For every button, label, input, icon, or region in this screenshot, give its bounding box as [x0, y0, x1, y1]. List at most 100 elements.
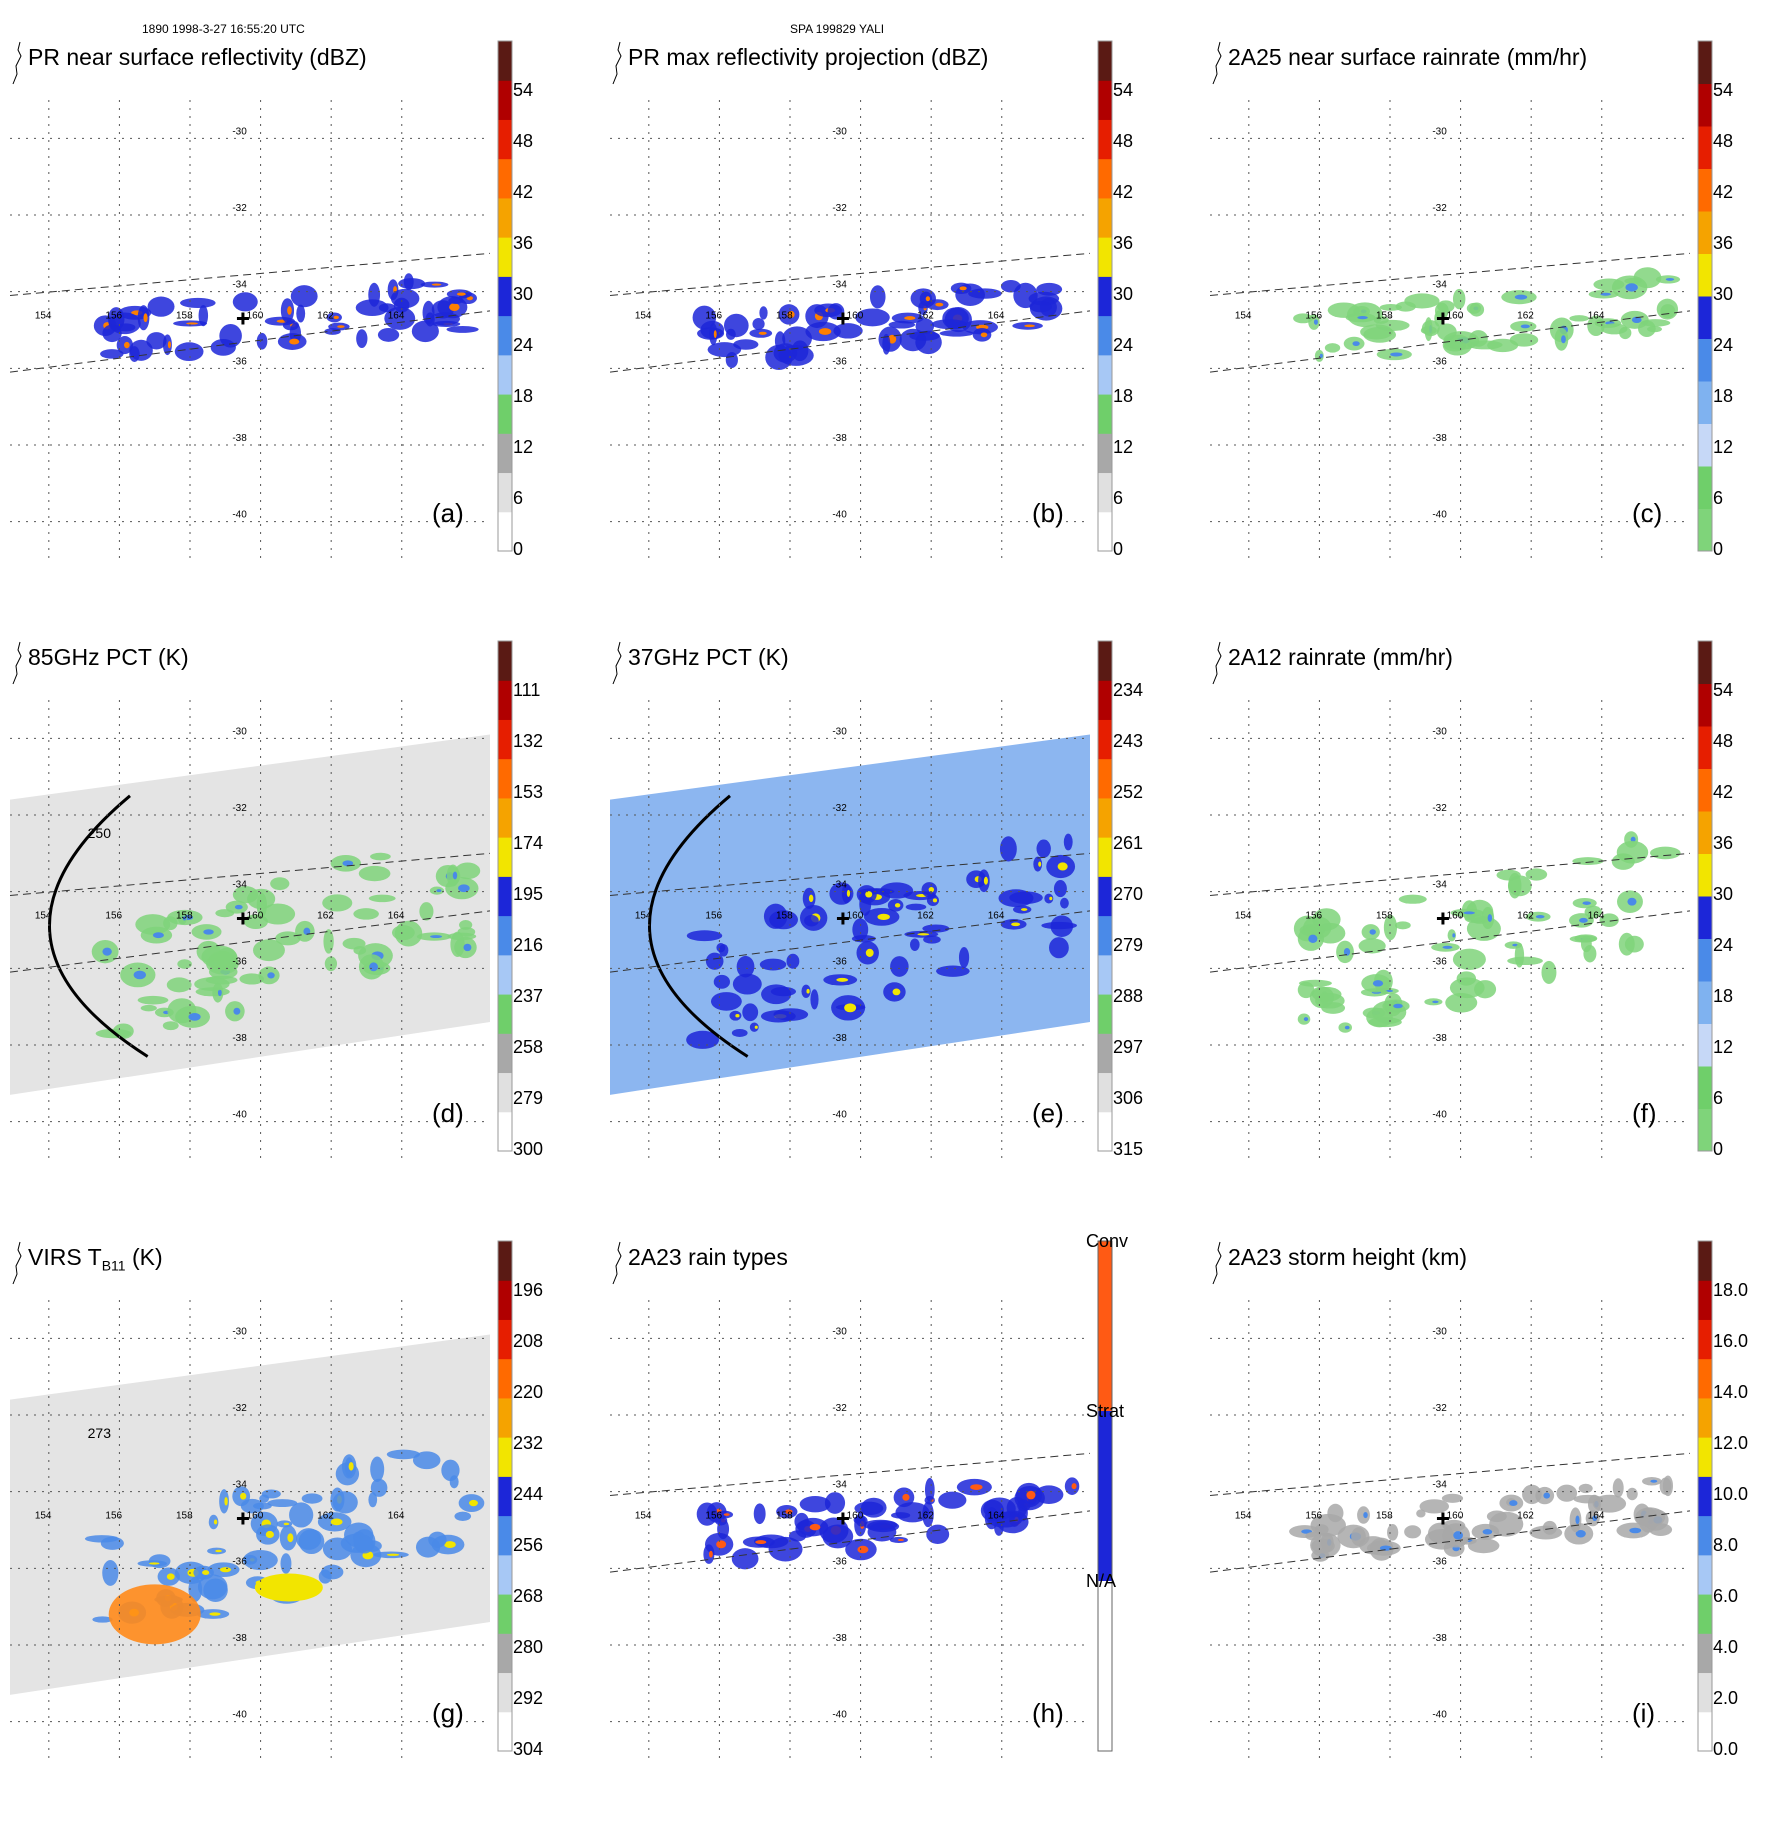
colorbar-label: 30 [513, 284, 534, 304]
colorbar-label: 24 [513, 335, 534, 355]
lon-tick-label: 158 [776, 311, 793, 322]
lat-tick-label: -40 [232, 1710, 247, 1721]
storm-center-icon [836, 1512, 849, 1525]
colorbar-label: 0 [1713, 1139, 1724, 1159]
colorbar-label: 195 [513, 884, 544, 904]
swath-edge [1210, 1452, 1690, 1496]
lon-tick-label: 160 [847, 911, 864, 922]
lon-tick-label: 158 [176, 311, 193, 322]
lat-tick-label: -30 [832, 126, 847, 137]
lat-tick-label: -32 [832, 803, 847, 814]
colorbar-label: 18 [1713, 386, 1734, 406]
swath-edge [10, 910, 490, 973]
swath-edge [1210, 252, 1690, 296]
storm-center-icon [1436, 312, 1449, 325]
colorbar-label: 6 [513, 488, 524, 508]
squiggle-icon [1212, 1241, 1222, 1285]
colorbar-label: 315 [1113, 1139, 1144, 1159]
lat-tick-label: -30 [232, 126, 247, 137]
colorbar-label: 304 [513, 1739, 544, 1759]
lon-tick-label: 160 [247, 311, 264, 322]
lat-tick-label: -38 [832, 1033, 847, 1044]
lon-tick-label: 156 [105, 311, 122, 322]
colorbar-label: 2.0 [1713, 1688, 1739, 1708]
rain-features [84, 1449, 485, 1645]
panel-f: 2A12 rainrate (mm/hr) 154 156 158 160 162 164 -… [1200, 640, 1771, 1230]
lon-tick-label: 162 [317, 311, 334, 322]
colorbar-label: 16.0 [1713, 1331, 1749, 1351]
swath-edge [1210, 852, 1690, 896]
lat-tick-label: -34 [832, 880, 847, 891]
header-storm: SPA 199829 YALI [790, 22, 885, 36]
storm-center-icon [1436, 912, 1449, 925]
colorbar-label: 220 [513, 1382, 544, 1402]
colorbar [1697, 1240, 1713, 1752]
colorbar-label: 232 [513, 1433, 544, 1453]
lon-tick-label: 160 [1447, 1511, 1464, 1522]
panel-letter: (a) [432, 498, 464, 528]
lat-tick-label: -38 [832, 433, 847, 444]
rain-features [696, 1477, 1080, 1570]
colorbar-label: 6 [1713, 1088, 1724, 1108]
lon-tick-label: 162 [317, 911, 334, 922]
panel-title: 2A23 storm height (km) [1228, 1244, 1468, 1270]
swath-edge [610, 252, 1090, 296]
colorbar-label: 48 [1113, 131, 1134, 151]
swath-edge [610, 910, 1090, 973]
lon-tick-label: 158 [776, 1511, 793, 1522]
lon-tick-label: 156 [705, 311, 722, 322]
lat-tick-label: -32 [1432, 803, 1447, 814]
map-plot: 154 156 158 160 162 164 -30 -32 -34 -36 -38 -40 [610, 700, 1090, 1160]
storm-center-icon [236, 912, 249, 925]
swath-edge [610, 1510, 1090, 1573]
rain-features [686, 833, 1077, 1049]
colorbar-label: 280 [513, 1637, 544, 1657]
contour-label: 273 [88, 1425, 112, 1441]
colorbar-label: 30 [1713, 284, 1734, 304]
swath-edge [10, 852, 490, 896]
colorbar-label: 24 [1713, 935, 1734, 955]
panel-title: 37GHz PCT (K) [628, 644, 789, 670]
panel-letter: (i) [1632, 1698, 1656, 1728]
colorbar-label: 279 [1113, 935, 1144, 955]
panel-a: PR near surface reflectivity (dBZ) 154 156… [0, 40, 600, 630]
colorbar-label: 234 [1113, 680, 1144, 700]
lon-tick-label: 160 [1447, 911, 1464, 922]
lat-tick-label: -40 [832, 1710, 847, 1721]
colorbar-label: 300 [513, 1139, 544, 1159]
colorbar-label: 42 [1713, 182, 1734, 202]
colorbar-label: 243 [1113, 731, 1144, 751]
colorbar-label: 8.0 [1713, 1535, 1739, 1555]
colorbar-label: 237 [513, 986, 544, 1006]
colorbar-label: 306 [1113, 1088, 1144, 1108]
colorbar-label: 36 [1113, 233, 1134, 253]
lat-tick-label: -40 [832, 510, 847, 521]
colorbar-label: 288 [1113, 986, 1144, 1006]
colorbar-label: Strat [1086, 1401, 1125, 1421]
map-plot: 154 156 158 160 162 164 -30 -32 -34 -36 -38 -40 [610, 1300, 1090, 1760]
colorbar-label: 36 [1713, 233, 1734, 253]
lat-tick-label: -40 [232, 510, 247, 521]
panel-title: VIRS TB11 (K) [28, 1244, 163, 1274]
lat-tick-label: -38 [232, 433, 247, 444]
panel-title: PR near surface reflectivity (dBZ) [28, 44, 367, 70]
lat-tick-label: -38 [1432, 1633, 1447, 1644]
lon-tick-label: 160 [847, 311, 864, 322]
lon-tick-label: 160 [247, 1511, 264, 1522]
lat-tick-label: -36 [832, 1556, 847, 1567]
lat-tick-label: -36 [1432, 356, 1447, 367]
colorbar-label: 18 [1113, 386, 1134, 406]
lon-tick-label: 164 [988, 1511, 1005, 1522]
lat-tick-label: -34 [832, 1480, 847, 1491]
lon-tick-label: 158 [1376, 1511, 1393, 1522]
colorbar [1697, 40, 1713, 552]
rain-features [91, 852, 481, 1039]
lat-tick-label: -38 [832, 1633, 847, 1644]
panel-title: 2A25 near surface rainrate (mm/hr) [1228, 44, 1588, 70]
colorbar-label: 6 [1113, 488, 1124, 508]
lat-tick-label: -40 [1432, 1110, 1447, 1121]
lat-tick-label: -36 [1432, 956, 1447, 967]
lat-tick-label: -34 [1432, 1480, 1447, 1491]
colorbar-label: 256 [513, 1535, 544, 1555]
map-plot: 154 156 158 160 162 164 -30 -32 -34 -36 -38 -40 [10, 100, 490, 560]
